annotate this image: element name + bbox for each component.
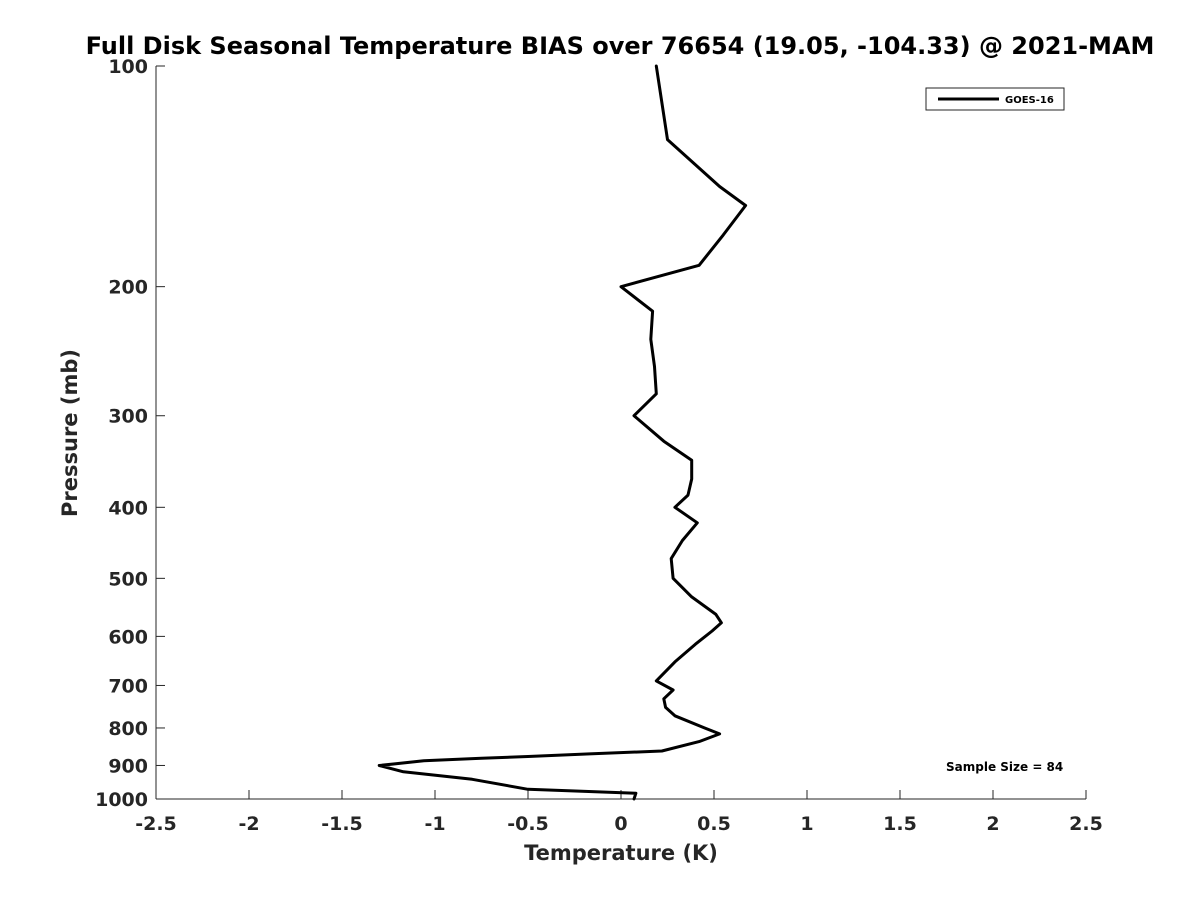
legend-label-goes-16: GOES-16 — [1005, 95, 1054, 106]
y-tick-label: 400 — [108, 497, 148, 519]
legend: GOES-16 — [925, 87, 1065, 111]
sample-size-annotation: Sample Size = 84 — [946, 760, 1063, 774]
series-layer — [377, 64, 748, 801]
y-tick-label: 700 — [108, 675, 148, 697]
x-tick-label: 0.5 — [697, 813, 731, 835]
y-tick-label: 600 — [108, 626, 148, 648]
x-tick-label: 2 — [986, 813, 999, 835]
x-axis-label: Temperature (K) — [524, 841, 718, 865]
y-tick-label: 500 — [108, 568, 148, 590]
y-tick-label: 200 — [108, 277, 148, 299]
x-tick-label: -0.5 — [507, 813, 549, 835]
y-tick-label: 1000 — [95, 789, 148, 811]
x-tick-label: 2.5 — [1069, 813, 1103, 835]
x-ticks: -2.5 -2 -1.5 -1 -0.5 0 0.5 1 1.5 2 2.5 — [135, 790, 1103, 835]
y-tick-label: 100 — [108, 56, 148, 78]
x-tick-label: 1.5 — [883, 813, 917, 835]
x-tick-label: -2.5 — [135, 813, 177, 835]
x-tick-label: -1.5 — [321, 813, 363, 835]
y-tick-label: 900 — [108, 755, 148, 777]
chart-title: Full Disk Seasonal Temperature BIAS over… — [86, 32, 1155, 60]
x-tick-label: 0 — [614, 813, 627, 835]
y-axis-label: Pressure (mb) — [58, 349, 82, 517]
x-tick-label: 1 — [800, 813, 813, 835]
series-line-goes-16 — [377, 64, 748, 801]
y-tick-label: 300 — [108, 406, 148, 428]
y-ticks: 100 200 300 400 500 600 700 800 900 1000 — [95, 56, 165, 811]
y-tick-label: 800 — [108, 718, 148, 740]
x-tick-label: -1 — [424, 813, 445, 835]
x-tick-label: -2 — [238, 813, 259, 835]
